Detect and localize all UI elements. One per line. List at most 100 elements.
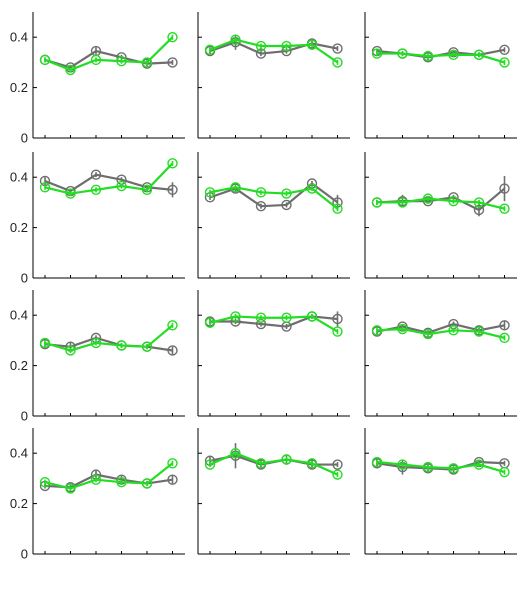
data-point	[255, 458, 267, 469]
subplot-r1-c0: 0 0.2 0.4	[10, 152, 185, 286]
series-line-green	[376, 327, 505, 339]
data-point	[281, 199, 292, 211]
series-green	[39, 320, 178, 356]
data-point	[116, 180, 127, 192]
series-line-green	[44, 462, 174, 490]
data-point	[39, 337, 51, 349]
subplot-grid: 0 0.2 0.4 0 0.2 0.4 0 0.2 0.4 0 0.2 0.4	[10, 12, 517, 562]
data-point	[332, 203, 343, 214]
series-line-green	[209, 315, 339, 333]
y-tick-label: 0.2	[10, 496, 28, 511]
data-point	[39, 476, 51, 488]
subplot-r2-c2	[364, 290, 517, 417]
data-point	[473, 459, 485, 470]
data-point	[230, 448, 241, 459]
data-point	[167, 184, 178, 196]
data-point	[371, 197, 383, 208]
series-gray	[39, 45, 178, 73]
subplot-r3-c1	[197, 428, 350, 555]
data-point	[306, 458, 318, 469]
data-point	[499, 203, 510, 214]
data-point	[422, 50, 434, 62]
data-point	[397, 459, 408, 470]
subplot-r0-c1	[197, 12, 350, 139]
data-point	[371, 325, 383, 336]
data-point	[281, 40, 292, 52]
data-point	[90, 54, 102, 66]
data-point	[332, 469, 343, 480]
series-line-gray	[44, 49, 173, 69]
data-point	[422, 328, 434, 340]
data-point	[499, 183, 510, 194]
subplot-r1-c2	[364, 152, 517, 279]
subplot-r3-c0: 0 0.2 0.4	[10, 428, 185, 562]
data-point	[255, 200, 267, 212]
data-point	[422, 461, 434, 473]
data-point	[65, 483, 76, 494]
data-point	[499, 57, 510, 68]
data-point	[255, 312, 267, 323]
subplot-r0-c2	[364, 12, 517, 139]
data-point	[281, 312, 292, 323]
data-point	[141, 341, 153, 352]
data-point	[281, 188, 292, 199]
series-green	[371, 193, 510, 214]
y-tick-label: 0.2	[10, 358, 28, 373]
y-tick-label: 0.2	[10, 220, 28, 235]
y-tick-label: 0.4	[10, 308, 28, 323]
data-point	[116, 55, 127, 67]
series-line-green	[209, 38, 339, 64]
data-point	[499, 320, 510, 331]
data-point	[167, 57, 178, 68]
data-point	[499, 44, 510, 55]
data-point	[255, 187, 267, 198]
subplot-r2-c0: 0 0.2 0.4	[10, 290, 185, 424]
y-tick-label: 0	[21, 547, 28, 562]
data-point	[230, 182, 241, 193]
data-point	[167, 458, 178, 469]
data-point	[39, 182, 51, 193]
series-green	[204, 34, 343, 68]
y-tick-label: 0	[21, 131, 28, 146]
y-tick-label: 0	[21, 409, 28, 424]
series-green	[39, 458, 178, 494]
data-point	[332, 57, 343, 68]
data-point	[204, 44, 216, 55]
data-point	[167, 32, 178, 43]
subplot-r2-c1	[197, 290, 350, 417]
data-point	[306, 311, 318, 322]
data-point	[397, 197, 408, 208]
data-point	[281, 454, 292, 465]
data-point	[448, 325, 459, 336]
data-point	[397, 323, 408, 335]
data-point	[116, 476, 127, 488]
data-point	[65, 64, 76, 76]
data-point	[167, 474, 178, 485]
subplot-r0-c0: 0 0.2 0.4	[10, 12, 185, 146]
data-point	[255, 48, 267, 59]
data-point	[90, 474, 102, 485]
data-point	[332, 43, 343, 54]
data-point	[499, 466, 510, 478]
data-point	[473, 197, 485, 208]
data-point	[65, 188, 76, 199]
data-point	[473, 204, 485, 216]
data-point	[473, 49, 485, 61]
data-point	[90, 169, 102, 180]
data-point	[141, 184, 153, 196]
data-point	[306, 183, 318, 194]
data-point	[230, 311, 241, 322]
data-point	[371, 456, 383, 468]
data-point	[167, 320, 178, 331]
y-tick-label: 0	[21, 271, 28, 286]
data-point	[448, 195, 459, 207]
data-point	[448, 49, 459, 61]
data-point	[116, 340, 127, 351]
series-green	[371, 456, 510, 478]
series-green	[204, 448, 343, 480]
y-tick-label: 0.2	[10, 80, 28, 95]
series-green	[204, 311, 343, 337]
series-green	[39, 32, 178, 76]
data-point	[204, 317, 216, 328]
